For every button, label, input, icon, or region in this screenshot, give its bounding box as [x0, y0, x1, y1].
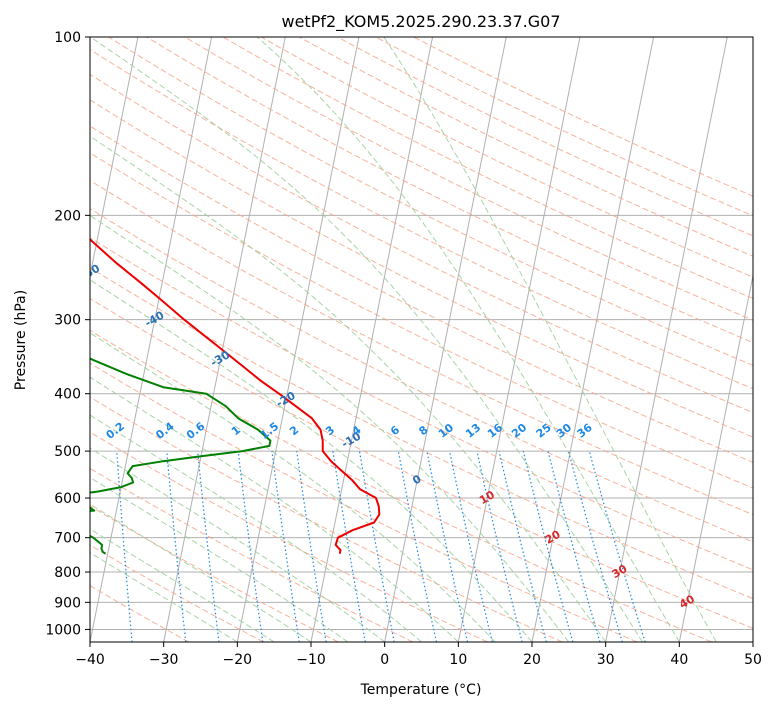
- y-tick-label: 900: [54, 595, 81, 611]
- x-tick-label: −10: [296, 652, 326, 668]
- y-axis-title: Pressure (hPa): [13, 290, 29, 390]
- y-tick-label: 600: [54, 491, 81, 507]
- x-tick-label: −20: [223, 652, 253, 668]
- y-tick-label: 300: [54, 313, 81, 329]
- y-tick-label: 200: [54, 208, 81, 224]
- x-tick-label: −30: [149, 652, 179, 668]
- chart-title: wetPf2_KOM5.2025.290.23.37.G07: [281, 12, 560, 32]
- y-tick-label: 100: [54, 30, 81, 46]
- x-tick-label: 30: [597, 652, 615, 668]
- y-tick-label: 700: [54, 531, 81, 547]
- x-tick-label: 10: [449, 652, 467, 668]
- y-tick-label: 800: [54, 565, 81, 581]
- x-tick-label: 20: [523, 652, 541, 668]
- y-tick-label: 500: [54, 444, 81, 460]
- x-tick-label: 40: [670, 652, 688, 668]
- x-axis-title: Temperature (°C): [360, 682, 482, 698]
- y-tick-label: 1000: [45, 622, 81, 638]
- y-tick-label: 400: [54, 387, 81, 403]
- x-tick-label: 50: [744, 652, 762, 668]
- x-tick-label: −40: [75, 652, 105, 668]
- x-tick-label: 0: [380, 652, 389, 668]
